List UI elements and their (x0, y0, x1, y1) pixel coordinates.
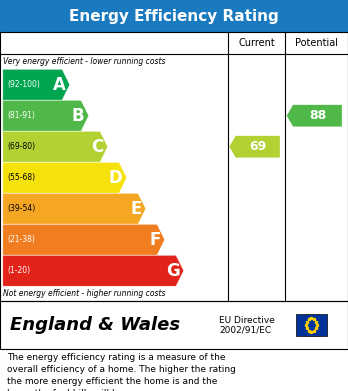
Polygon shape (3, 131, 108, 162)
Bar (296, 314, 327, 336)
Bar (0, 301, 348, 349)
Text: Potential: Potential (295, 38, 338, 48)
Polygon shape (3, 193, 146, 224)
Text: (21-38): (21-38) (7, 235, 35, 244)
Polygon shape (3, 69, 70, 100)
Text: (69-80): (69-80) (7, 142, 35, 151)
Text: EU Directive: EU Directive (219, 316, 275, 325)
Polygon shape (3, 100, 89, 131)
Text: Current: Current (238, 38, 275, 48)
Text: A: A (53, 76, 66, 94)
Text: D: D (109, 169, 122, 187)
Text: (81-91): (81-91) (7, 111, 35, 120)
Text: F: F (149, 231, 160, 249)
Text: 69: 69 (249, 140, 266, 153)
Text: Not energy efficient - higher running costs: Not energy efficient - higher running co… (3, 289, 166, 298)
Text: G: G (166, 262, 180, 280)
Text: (39-54): (39-54) (7, 204, 35, 213)
Polygon shape (287, 105, 342, 127)
Text: England & Wales: England & Wales (10, 316, 181, 334)
Text: Very energy efficient - lower running costs: Very energy efficient - lower running co… (3, 57, 166, 66)
Polygon shape (3, 224, 165, 255)
Bar (0, 0, 348, 32)
Polygon shape (229, 136, 280, 158)
Text: (1-20): (1-20) (7, 266, 30, 275)
Text: E: E (130, 200, 142, 218)
Text: C: C (92, 138, 104, 156)
Text: 88: 88 (309, 109, 326, 122)
Text: B: B (72, 107, 85, 125)
Polygon shape (3, 255, 184, 286)
Text: The energy efficiency rating is a measure of the
overall efficiency of a home. T: The energy efficiency rating is a measur… (7, 353, 236, 391)
Text: (55-68): (55-68) (7, 173, 35, 182)
Bar (0, 32, 348, 301)
Text: (92-100): (92-100) (7, 80, 40, 89)
Polygon shape (3, 162, 127, 193)
Text: Energy Efficiency Rating: Energy Efficiency Rating (69, 9, 279, 23)
Text: 2002/91/EC: 2002/91/EC (219, 325, 271, 334)
